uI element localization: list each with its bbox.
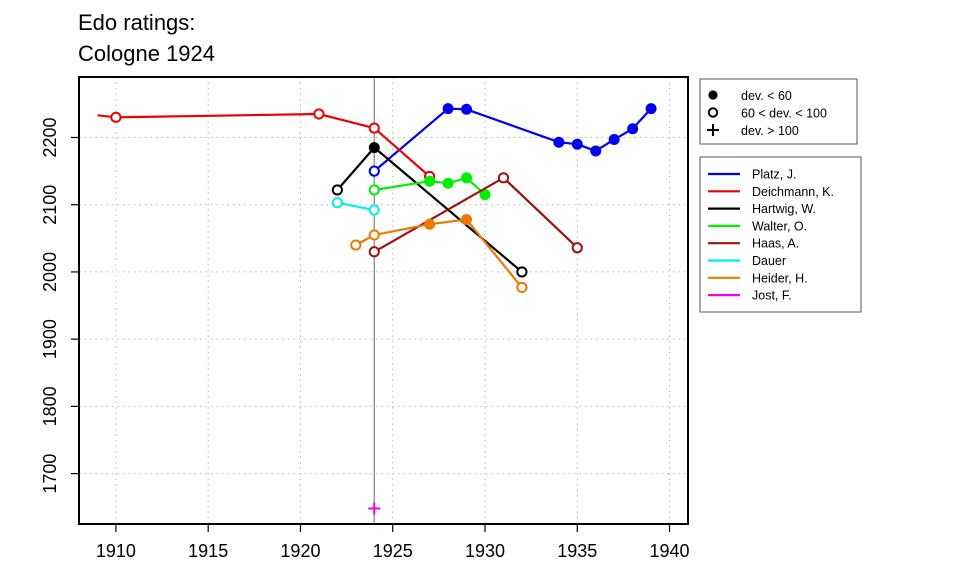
series-6	[331, 197, 380, 216]
y-tick-label: 2100	[40, 185, 60, 225]
x-tick-label: 1940	[650, 541, 690, 561]
y-tick-label: 1800	[40, 386, 60, 426]
deviation-legend: dev. < 60 60 < dev. < 100 dev. > 100	[699, 78, 858, 145]
series-layer	[97, 103, 657, 515]
data-point	[368, 184, 380, 196]
legend-label: Haas, A.	[752, 237, 799, 251]
y-tick-label: 2200	[40, 117, 60, 157]
x-tick-label: 1925	[373, 541, 413, 561]
series-2	[97, 108, 436, 183]
legend-label: dev. < 60	[741, 89, 792, 103]
data-point	[424, 218, 436, 230]
x-tick-label: 1910	[96, 541, 136, 561]
series-4	[368, 172, 491, 201]
data-point	[497, 172, 510, 184]
data-point	[442, 103, 454, 115]
series-8	[368, 502, 381, 515]
data-point	[571, 138, 583, 150]
series-line	[373, 176, 579, 253]
data-point	[368, 122, 380, 134]
legend-marker	[707, 124, 719, 136]
deviation-legend-box	[699, 78, 858, 145]
data-point	[368, 229, 380, 241]
series-5	[368, 172, 583, 258]
data-point	[590, 145, 602, 157]
data-point	[368, 502, 381, 515]
series-line	[355, 218, 523, 289]
data-point	[110, 111, 122, 123]
legend-label: 60 < dev. < 100	[741, 107, 827, 121]
chart-title-line-1: Edo ratings:	[78, 10, 195, 35]
x-tick-label: 1930	[465, 541, 505, 561]
legend-label: Hartwig, W.	[752, 202, 816, 216]
legend-label: Platz, J.	[752, 168, 796, 182]
data-point	[442, 177, 454, 189]
data-point	[368, 142, 380, 154]
legend-marker	[707, 107, 719, 118]
data-point	[571, 242, 583, 254]
y-tick-label: 1900	[40, 319, 60, 359]
data-point	[368, 246, 380, 258]
grid	[79, 77, 688, 524]
series-legend: Platz, J. Deichmann, K. Hartwig, W. Walter,…	[699, 156, 862, 313]
axes: 1910 1915 1920 1925 1930 1935 1940 1700 1800 1900…	[40, 117, 690, 561]
plot-frame	[78, 76, 689, 525]
data-point	[461, 172, 473, 184]
legend-label: dev. > 100	[741, 124, 799, 138]
x-tick-label: 1915	[188, 541, 228, 561]
x-tick-label: 1920	[280, 541, 320, 561]
data-point	[331, 184, 343, 196]
data-point	[645, 103, 657, 115]
legend-label: Jost, F.	[752, 289, 792, 303]
legend-marker	[708, 90, 718, 100]
data-point	[331, 197, 343, 209]
data-point	[461, 103, 473, 115]
legend-label: Heider, H.	[752, 271, 808, 285]
legend-label: Walter, O.	[752, 219, 807, 233]
data-point	[368, 165, 380, 177]
data-point	[627, 123, 639, 135]
data-point	[424, 175, 436, 187]
series-7	[350, 214, 528, 293]
chart-title-line-2: Cologne 1924	[78, 41, 215, 66]
series-3	[331, 142, 528, 278]
data-point	[368, 204, 380, 216]
data-point	[516, 281, 528, 293]
data-point	[516, 266, 528, 278]
y-tick-label: 2000	[40, 252, 60, 292]
y-tick-label: 1700	[40, 454, 60, 494]
data-point	[350, 239, 362, 251]
x-tick-label: 1935	[557, 541, 597, 561]
legend-label: Deichmann, K.	[752, 185, 834, 199]
data-point	[461, 214, 473, 226]
data-point	[313, 108, 325, 120]
legend-label: Dauer	[752, 254, 786, 268]
series-line	[337, 201, 375, 212]
data-point	[608, 134, 620, 146]
series-1	[368, 103, 657, 177]
series-legend-box	[699, 156, 862, 313]
data-point	[553, 136, 565, 148]
